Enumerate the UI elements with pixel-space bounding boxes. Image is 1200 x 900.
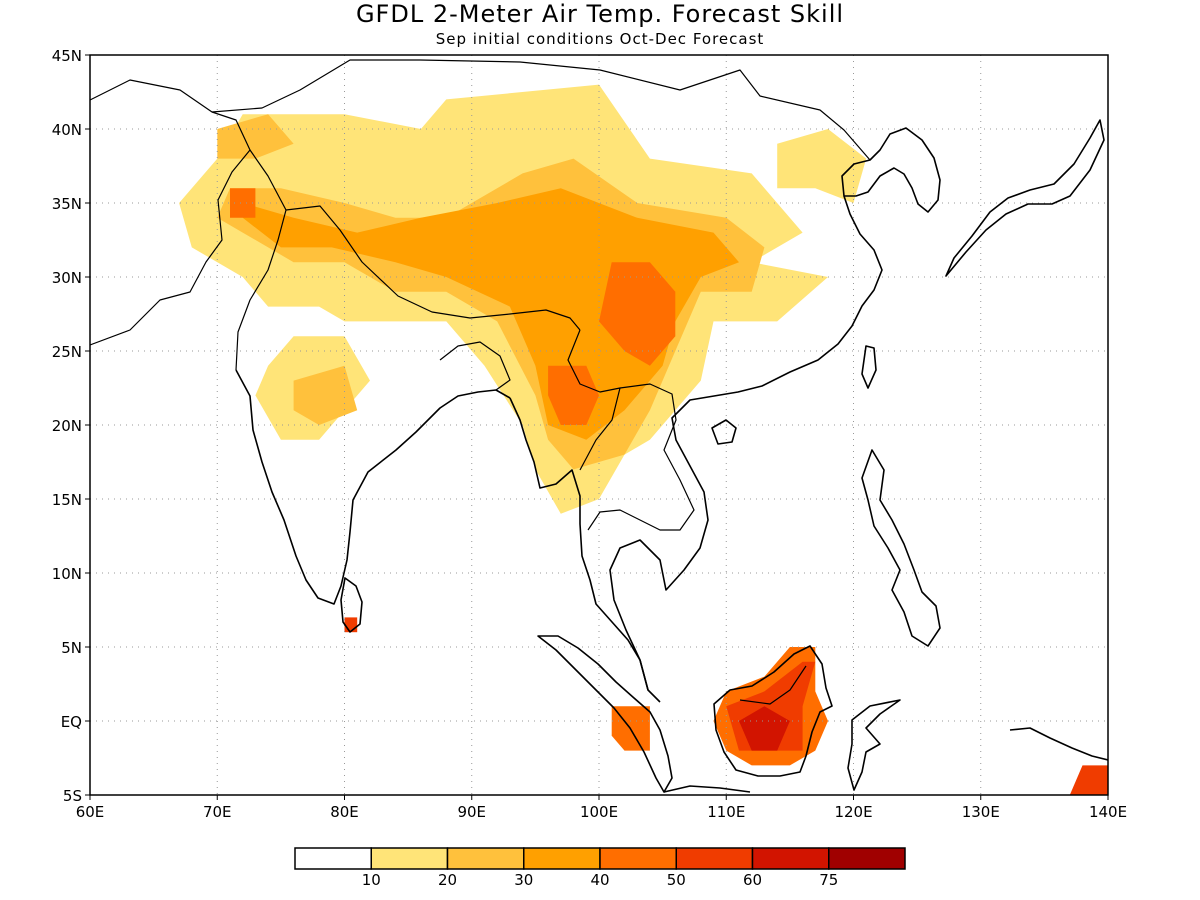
y-tick-label: 5N <box>61 639 82 657</box>
border-bangladesh <box>439 341 511 391</box>
colorbar-swatch <box>446 847 525 870</box>
colorbar-label: 60 <box>743 871 762 889</box>
coastline-sumatra <box>537 635 673 793</box>
border-iran-pakistan <box>90 79 251 346</box>
x-tick-label: 140E <box>1089 803 1127 821</box>
y-tick-label: 40N <box>52 121 82 139</box>
coastline-korea <box>841 127 941 213</box>
skill-patch-level-2-4 <box>217 114 294 159</box>
border-china-north <box>211 59 871 161</box>
coastline-taiwan <box>861 345 877 389</box>
border-laos-vietnam <box>587 383 695 531</box>
colorbar-label: 75 <box>819 871 838 889</box>
coastline-layer <box>235 119 1108 793</box>
x-tick-label: 130E <box>962 803 1000 821</box>
coastline-hainan <box>711 419 737 445</box>
y-tick-label: 45N <box>52 47 82 65</box>
colorbar-swatch <box>828 847 906 870</box>
plot-area <box>90 55 1108 795</box>
y-axis-ticks: 45N 40N 35N 30N 25N 20N 15N 10N 5N EQ 5S <box>52 47 90 805</box>
colorbar-label: 20 <box>438 871 457 889</box>
colorbar-label: 30 <box>514 871 533 889</box>
border-india-pakistan <box>235 149 287 371</box>
map-subtitle: Sep initial conditions Oct-Dec Forecast <box>436 30 765 48</box>
skill-patch-level-2-5 <box>293 365 358 425</box>
coastline-java <box>663 785 751 793</box>
coastline-indochina-west <box>509 397 661 703</box>
colorbar-label: 40 <box>590 871 609 889</box>
y-tick-label: EQ <box>61 713 82 731</box>
coastline-sri-lanka <box>340 577 363 633</box>
skill-patch-level-4-7 <box>599 262 676 366</box>
coastline-indochina-east <box>609 195 883 691</box>
border-malaysia-borneo <box>739 665 807 705</box>
y-tick-label: 5S <box>63 787 82 805</box>
x-tick-label: 120E <box>834 803 872 821</box>
y-tick-label: 30N <box>52 269 82 287</box>
coastline-india <box>235 369 511 605</box>
y-tick-label: 15N <box>52 491 82 509</box>
border-himalaya <box>285 205 581 331</box>
y-tick-label: 35N <box>52 195 82 213</box>
coastline-philippines <box>861 449 941 647</box>
colorbar-swatch <box>599 847 677 870</box>
colorbar-swatch <box>523 847 601 870</box>
x-tick-label: 80E <box>330 803 359 821</box>
country-borders <box>90 59 871 705</box>
skill-patch-level-1-2 <box>777 129 867 203</box>
skill-patch-level-5-13 <box>1069 765 1108 795</box>
colorbar-swatch <box>751 847 830 870</box>
x-tick-label: 70E <box>203 803 232 821</box>
x-tick-label: 60E <box>76 803 105 821</box>
skill-patch-level-3-6 <box>242 188 739 440</box>
coastline-japan <box>945 119 1105 277</box>
x-tick-label: 100E <box>580 803 618 821</box>
skill-patch-level-4-9 <box>230 188 256 218</box>
colorbar-swatch <box>370 847 449 870</box>
border-myanmar <box>567 329 621 471</box>
y-tick-label: 20N <box>52 417 82 435</box>
y-tick-label: 10N <box>52 565 82 583</box>
colorbar-swatch <box>675 847 754 870</box>
colorbar-swatch <box>294 847 372 870</box>
x-axis-ticks: 60E 70E 80E 90E 100E 110E 120E 130E 140E <box>76 795 1127 821</box>
skill-patch-level-4-8 <box>548 365 599 425</box>
colorbar-label: 10 <box>362 871 381 889</box>
coastline-borneo <box>713 645 833 777</box>
skill-patch-level-5-14 <box>344 617 358 633</box>
colorbar-label: 50 <box>667 871 686 889</box>
x-tick-label: 90E <box>457 803 486 821</box>
coastline-new-guinea <box>1009 727 1108 761</box>
skill-shading-layer <box>179 84 1108 795</box>
x-tick-label: 110E <box>707 803 745 821</box>
map-title: GFDL 2-Meter Air Temp. Forecast Skill <box>356 0 844 28</box>
coastline-sulawesi <box>847 699 901 791</box>
y-tick-label: 25N <box>52 343 82 361</box>
colorbar: 10 20 30 40 50 60 75 <box>294 847 906 889</box>
skill-patch-level-6-15 <box>739 706 790 751</box>
